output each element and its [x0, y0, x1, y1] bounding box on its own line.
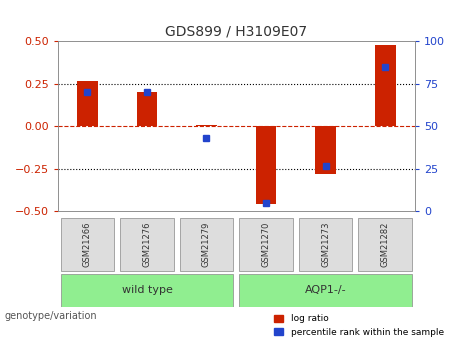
Bar	[315, 126, 336, 174]
FancyBboxPatch shape	[239, 274, 412, 307]
Bar	[375, 45, 396, 126]
FancyBboxPatch shape	[180, 218, 233, 271]
Text: GSM21279: GSM21279	[202, 222, 211, 267]
Bar	[196, 125, 217, 126]
FancyBboxPatch shape	[239, 218, 293, 271]
Bar	[136, 92, 157, 126]
Text: GSM21270: GSM21270	[261, 222, 271, 267]
Title: GDS899 / H3109E07: GDS899 / H3109E07	[165, 25, 307, 39]
FancyBboxPatch shape	[60, 218, 114, 271]
Legend: log ratio, percentile rank within the sample: log ratio, percentile rank within the sa…	[271, 311, 447, 341]
Text: genotype/variation: genotype/variation	[5, 311, 97, 321]
Text: GSM21273: GSM21273	[321, 221, 330, 267]
Text: wild type: wild type	[122, 285, 172, 295]
FancyBboxPatch shape	[60, 274, 233, 307]
Text: GSM21266: GSM21266	[83, 221, 92, 267]
Text: AQP1-/-: AQP1-/-	[305, 285, 346, 295]
Bar	[255, 126, 277, 204]
Text: GSM21276: GSM21276	[142, 221, 152, 267]
Bar	[77, 80, 98, 126]
FancyBboxPatch shape	[358, 218, 412, 271]
FancyBboxPatch shape	[120, 218, 174, 271]
FancyBboxPatch shape	[299, 218, 352, 271]
Text: GSM21282: GSM21282	[381, 222, 390, 267]
